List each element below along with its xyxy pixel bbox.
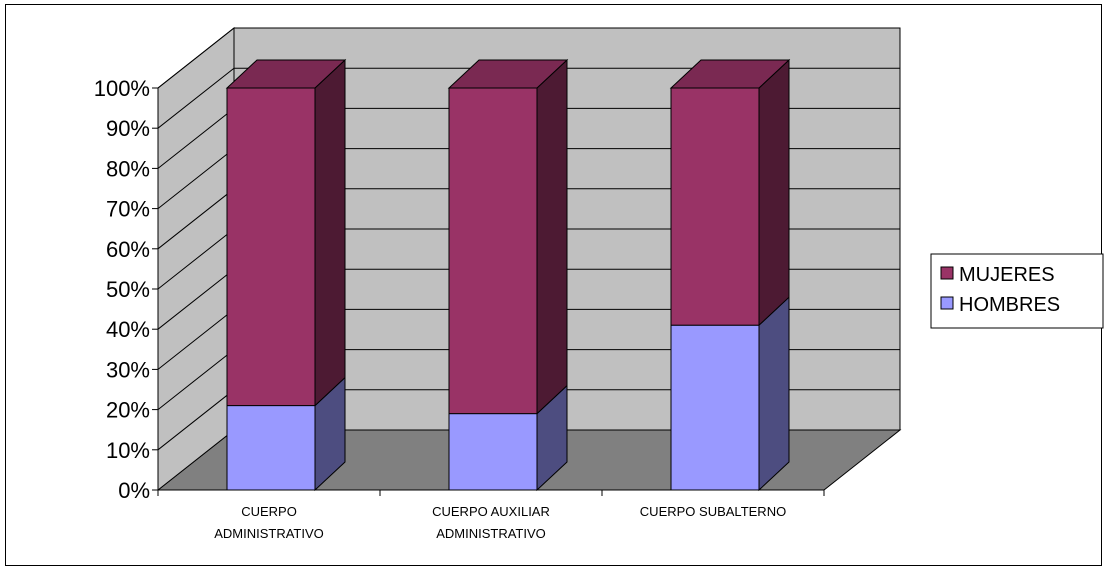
- bar-top: [669, 59, 791, 89]
- bar-mujeres-side: [536, 58, 568, 415]
- bar-mujeres-side: [758, 58, 790, 327]
- x-category-label: CUERPO AUXILIAR: [432, 504, 550, 519]
- bar-mujeres-front: [670, 87, 760, 326]
- y-tick-label: 60%: [106, 237, 150, 262]
- y-tick-label: 50%: [106, 277, 150, 302]
- y-tick-label: 100%: [94, 76, 150, 101]
- y-tick-label: 20%: [106, 398, 150, 423]
- x-category-label: CUERPO SUBALTERNO: [640, 504, 786, 519]
- gridline: [157, 27, 900, 89]
- y-tick-label: 90%: [106, 116, 150, 141]
- legend: MUJERES HOMBRES: [930, 253, 1104, 329]
- bar-hombres-side: [758, 296, 790, 492]
- y-tick-label: 80%: [106, 156, 150, 181]
- x-axis: CUERPO ADMINISTRATIVO CUERPO AUXILIAR ADMIN…: [157, 489, 825, 541]
- y-axis: 0% 10% 20% 30% 40% 50% 60% 70% 80% 90% 100%: [94, 76, 159, 503]
- bar-hombres-front: [226, 405, 316, 491]
- y-tick-label: 70%: [106, 197, 150, 222]
- bar-mujeres-side: [314, 58, 346, 407]
- legend-swatch-mujeres: [940, 266, 954, 280]
- bar-mujeres-front: [448, 87, 538, 415]
- bar-hombres-front: [448, 413, 538, 491]
- x-category-label: CUERPO: [241, 504, 297, 519]
- bar-hombres-front: [670, 324, 760, 491]
- x-category-label: ADMINISTRATIVO: [214, 526, 324, 541]
- gridline: [157, 67, 900, 129]
- legend-label-hombres: HOMBRES: [959, 294, 1060, 316]
- legend-box: [930, 253, 1104, 329]
- bar-top: [447, 59, 569, 89]
- bar-top: [225, 59, 347, 89]
- bars: [225, 58, 791, 492]
- y-tick-label: 30%: [106, 357, 150, 382]
- y-tick-label: 40%: [106, 317, 150, 342]
- y-tick-label: 0%: [118, 478, 150, 503]
- x-category-label: ADMINISTRATIVO: [436, 526, 546, 541]
- bar-mujeres-front: [226, 87, 316, 407]
- legend-label-mujeres: MUJERES: [959, 264, 1055, 286]
- y-tick-label: 10%: [106, 438, 150, 463]
- legend-swatch-hombres: [940, 296, 954, 310]
